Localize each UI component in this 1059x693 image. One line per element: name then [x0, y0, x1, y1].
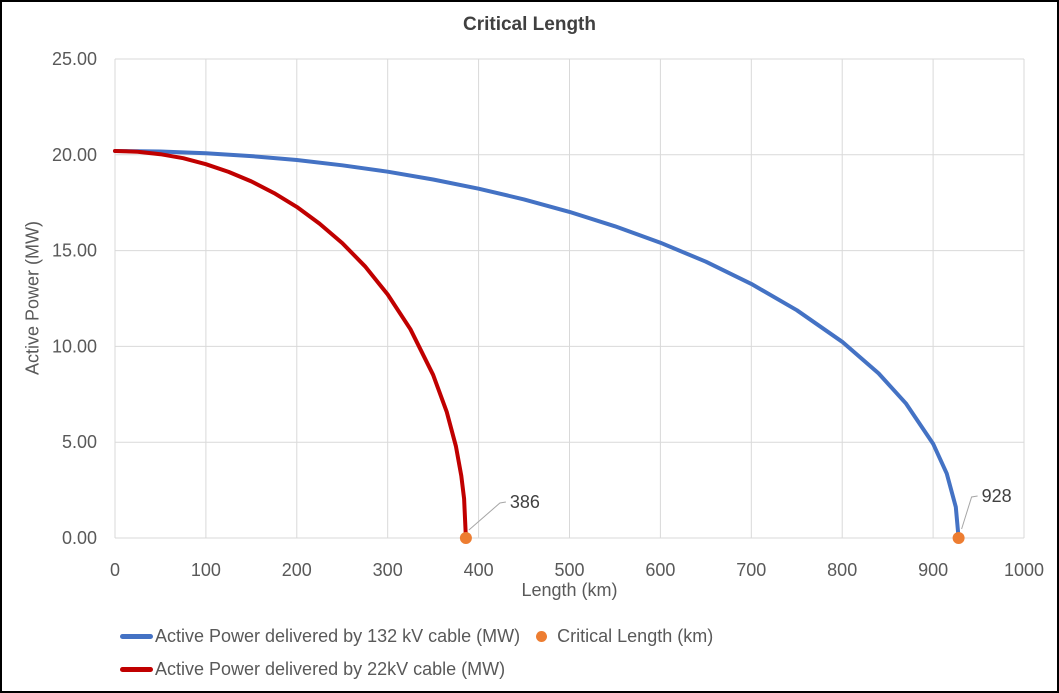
legend-item-critical-length: Critical Length (km) [536, 625, 713, 647]
x-tick-label: 200 [282, 560, 312, 580]
annotation-label: 386 [510, 492, 540, 512]
x-tick-label: 400 [464, 560, 494, 580]
legend-line-swatch-icon [120, 633, 153, 639]
y-tick-label: 25.00 [52, 49, 97, 69]
x-tick-label: 700 [736, 560, 766, 580]
x-tick-label: 1000 [1004, 560, 1044, 580]
x-tick-label: 0 [110, 560, 120, 580]
x-tick-label: 100 [191, 560, 221, 580]
y-tick-label: 15.00 [52, 241, 97, 261]
legend: Active Power delivered by 132 kV cable (… [120, 625, 840, 680]
x-tick-label: 500 [554, 560, 584, 580]
x-tick-label: 800 [827, 560, 857, 580]
legend-label: Critical Length (km) [557, 625, 714, 646]
series-line-22kv-cable [113, 149, 468, 540]
critical-length-marker [459, 532, 472, 544]
y-tick-label: 10.00 [52, 336, 97, 356]
legend-label: Active Power delivered by 22kV cable (MW… [155, 658, 506, 679]
x-tick-label: 300 [373, 560, 403, 580]
legend-label: Active Power delivered by 132 kV cable (… [155, 625, 521, 646]
annotation-leader-line [468, 501, 506, 531]
legend-dot-swatch-icon [536, 630, 548, 642]
x-axis-title: Length (km) [521, 580, 618, 600]
y-tick-label: 0.00 [62, 528, 97, 548]
y-tick-label: 20.00 [52, 145, 97, 165]
series-line-132kv-cable [113, 149, 961, 540]
x-tick-label: 900 [918, 560, 948, 580]
critical-length-marker [952, 532, 965, 544]
legend-line-swatch-icon [120, 666, 153, 672]
legend-item-132kv-cable: Active Power delivered by 132 kV cable (… [120, 625, 520, 647]
annotation-label: 928 [982, 486, 1012, 506]
legend-item-22kv-cable: Active Power delivered by 22kV cable (MW… [120, 658, 505, 680]
y-tick-label: 5.00 [62, 432, 97, 452]
chart-title: Critical Length [462, 14, 596, 35]
annotation-leader-line [961, 495, 978, 530]
x-tick-label: 600 [645, 560, 675, 580]
